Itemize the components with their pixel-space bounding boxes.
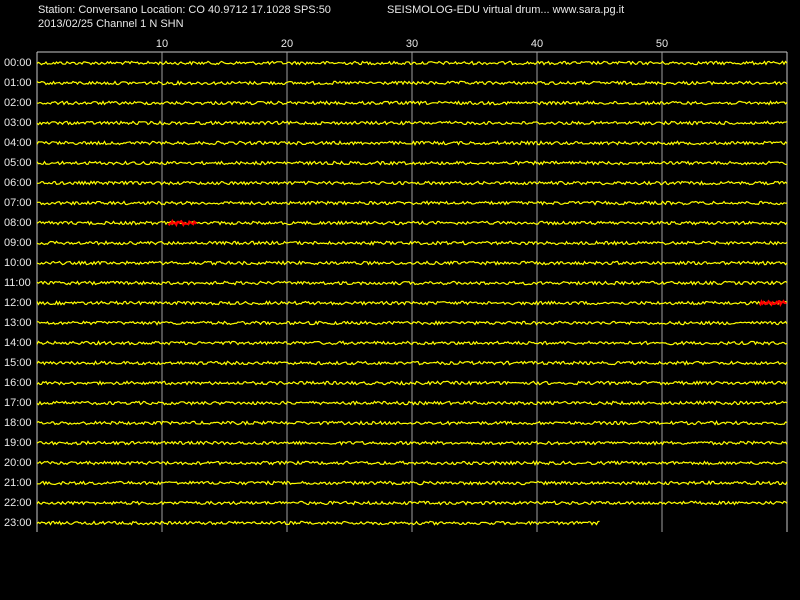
- row-label: 07:00: [4, 197, 32, 209]
- row-label: 09:00: [4, 237, 32, 249]
- trace: [36, 360, 788, 366]
- row-label: 08:00: [4, 217, 32, 229]
- trace: [36, 260, 788, 266]
- trace: [36, 520, 600, 526]
- row-label: 03:00: [4, 117, 32, 129]
- row-label: 14:00: [4, 337, 32, 349]
- x-tick-label: 30: [406, 38, 418, 50]
- subheader: 2013/02/25 Channel 1 N SHN: [38, 18, 184, 30]
- row-label: 00:00: [4, 57, 32, 69]
- trace: [36, 480, 788, 486]
- row-label: 21:00: [4, 477, 32, 489]
- trace: [36, 460, 788, 467]
- trace: [36, 240, 788, 246]
- row-label: 12:00: [4, 297, 32, 309]
- x-tick-label: 50: [656, 38, 668, 50]
- trace: [36, 300, 788, 306]
- trace: [36, 500, 788, 506]
- trace: [36, 160, 788, 166]
- trace: [36, 60, 788, 66]
- row-label: 15:00: [4, 357, 32, 369]
- trace: [36, 140, 788, 146]
- trace: [36, 340, 788, 346]
- trace: [36, 280, 788, 286]
- row-label: 23:00: [4, 517, 32, 529]
- event: [167, 218, 198, 228]
- row-label: 20:00: [4, 457, 32, 469]
- x-tick-label: 20: [281, 38, 293, 50]
- row-label: 10:00: [4, 257, 32, 269]
- header-left: Station: Conversano Location: CO 40.9712…: [38, 4, 331, 16]
- trace: [36, 380, 788, 386]
- x-tick-label: 10: [156, 38, 168, 50]
- row-label: 16:00: [4, 377, 32, 389]
- row-label: 04:00: [4, 137, 32, 149]
- trace: [36, 440, 788, 446]
- trace: [36, 320, 788, 326]
- row-label: 19:00: [4, 437, 32, 449]
- row-label: 06:00: [4, 177, 32, 189]
- event: [758, 299, 787, 307]
- trace: [36, 220, 788, 226]
- row-label: 01:00: [4, 77, 32, 89]
- row-label: 22:00: [4, 497, 32, 509]
- trace: [36, 400, 788, 406]
- row-label: 11:00: [4, 277, 31, 289]
- header-right: SEISMOLOG-EDU virtual drum... www.sara.p…: [387, 4, 624, 16]
- row-label: 17:00: [4, 397, 32, 409]
- trace: [37, 100, 788, 106]
- trace: [36, 200, 788, 206]
- row-label: 05:00: [4, 157, 32, 169]
- row-label: 13:00: [4, 317, 32, 329]
- trace: [36, 120, 788, 126]
- row-label: 02:00: [4, 97, 32, 109]
- trace: [36, 80, 788, 86]
- x-tick-label: 40: [531, 38, 543, 50]
- trace: [36, 420, 788, 426]
- trace: [36, 180, 788, 186]
- row-label: 18:00: [4, 417, 32, 429]
